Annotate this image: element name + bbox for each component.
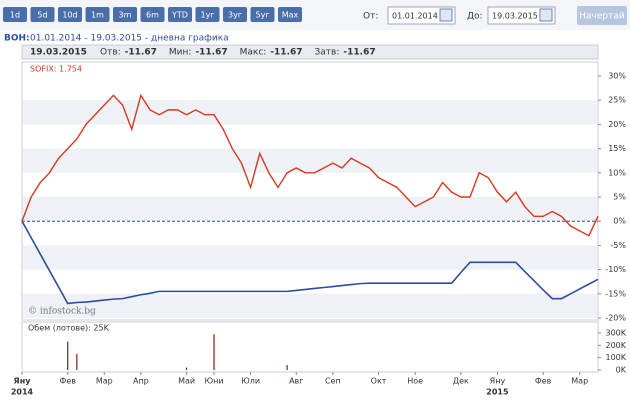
range-button[interactable] — [223, 7, 247, 22]
header-symbol: ВОН: — [4, 34, 30, 44]
series-line — [21, 93, 599, 237]
range-button-label: 1уг — [200, 11, 214, 20]
info-value: -11.67 — [343, 48, 375, 58]
volume-box — [21, 321, 599, 373]
watermark: © infostock.bg — [28, 307, 96, 317]
y-tick-label: 10% — [608, 168, 626, 177]
info-value: -11.67 — [125, 48, 157, 58]
range-button[interactable] — [30, 7, 55, 22]
range-button[interactable] — [140, 7, 165, 22]
x-tick-label: Яну — [14, 377, 32, 386]
submit-label: Начертай — [579, 12, 625, 22]
range-button-label: 10d — [62, 11, 77, 20]
range-button-label: 1m — [91, 11, 104, 20]
y-tick-label: -5% — [610, 241, 626, 250]
info-label: Затв: — [315, 48, 340, 58]
range-button-label: 5уг — [255, 11, 269, 20]
x-tick-label: Юли — [241, 377, 260, 386]
x-tick-label: Окт — [371, 377, 387, 386]
x-tick-label: Мар — [96, 377, 113, 386]
range-button[interactable] — [195, 7, 220, 22]
range-button[interactable] — [113, 7, 137, 22]
info-date: 19.03.2015 — [30, 48, 87, 58]
volume-tick-label: 0K — [616, 366, 627, 375]
submit-button[interactable] — [577, 6, 627, 25]
y-tick-label: 5% — [613, 193, 626, 202]
to-label: До: — [467, 12, 483, 22]
y-tick-label: 20% — [608, 120, 626, 129]
x-tick-label: Авг — [289, 377, 303, 386]
range-button-label: YTD — [171, 11, 188, 20]
y-tick-label: 0% — [613, 217, 626, 226]
x-tick-label: Юни — [204, 377, 223, 386]
volume-title: Обем (лотове): 25K — [28, 324, 110, 333]
volume-bar — [76, 353, 78, 370]
x-tick-label: Мар — [571, 377, 588, 386]
range-button[interactable] — [85, 7, 110, 22]
x-tick-label: Сеп — [325, 377, 341, 386]
range-button-label: Max — [282, 11, 299, 20]
y-tick-label: 15% — [608, 144, 626, 153]
volume-bar — [286, 365, 288, 370]
range-button-label: 1d — [10, 11, 20, 20]
volume-bar — [213, 334, 215, 370]
y-tick-label: -20% — [605, 314, 626, 323]
from-value: 01.01.2014 — [392, 12, 438, 21]
info-value: -11.67 — [195, 48, 227, 58]
legend-label: SOFIX: 1.754 — [30, 65, 82, 74]
info-label: Макс: — [240, 48, 267, 58]
from-label: От: — [363, 12, 378, 22]
header-range: 01.01.2014 - 19.03.2015 - дневна графика — [30, 34, 229, 44]
to-value: 19.03.2015 — [492, 12, 538, 21]
volume-bar — [185, 367, 188, 370]
x-tick-label: Май — [178, 377, 195, 386]
range-button-label: 3уг — [228, 11, 242, 20]
range-button-label: 6m — [146, 11, 159, 20]
range-button[interactable] — [168, 7, 192, 22]
year-label: 2015 — [486, 388, 509, 397]
info-bar — [21, 44, 599, 60]
y-tick-label: -15% — [605, 289, 626, 298]
y-tick-label: 25% — [608, 96, 626, 105]
x-tick-label: Апр — [133, 377, 149, 386]
grid-band — [23, 197, 597, 222]
info-label: Отв: — [100, 48, 121, 58]
range-button[interactable] — [58, 7, 82, 22]
series-line — [21, 220, 599, 305]
x-tick-label: Ное — [407, 377, 423, 386]
x-tick-label: Яну — [490, 377, 506, 386]
calendar-icon[interactable] — [539, 8, 553, 22]
grid-band — [23, 148, 597, 173]
year-label: 2014 — [11, 388, 34, 397]
range-button-label: 3m — [119, 11, 132, 20]
grid-band — [23, 245, 597, 270]
from-input[interactable] — [387, 6, 456, 25]
info-value: -11.67 — [270, 48, 302, 58]
range-button-label: 5d — [37, 11, 47, 20]
volume-tick-label: 100K — [605, 353, 626, 362]
info-label: Мин: — [169, 48, 192, 58]
y-tick-label: -10% — [605, 265, 626, 274]
x-tick-label: Фев — [59, 377, 76, 386]
grid-band — [23, 100, 597, 125]
volume-tick-label: 200K — [605, 341, 626, 350]
grid-band — [23, 293, 597, 318]
volume-bar — [67, 341, 69, 370]
range-button[interactable] — [250, 7, 275, 22]
x-tick-label: Фев — [535, 377, 552, 386]
y-tick-label: 30% — [608, 72, 626, 81]
x-tick-label: Дек — [453, 377, 469, 386]
range-button[interactable] — [3, 7, 27, 22]
calendar-icon[interactable] — [439, 8, 453, 22]
volume-tick-label: 300K — [605, 329, 626, 338]
range-button[interactable] — [278, 7, 302, 22]
to-input[interactable] — [487, 6, 556, 25]
